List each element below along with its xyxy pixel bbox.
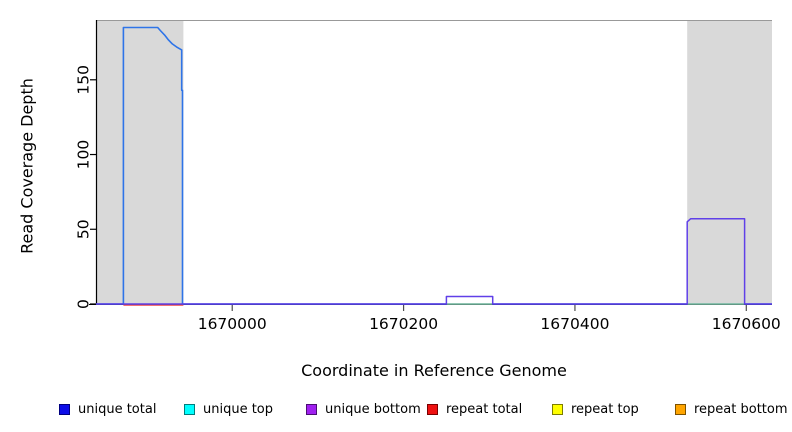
y-tick-label: 150 xyxy=(75,65,93,95)
legend-swatch-icon xyxy=(675,403,686,415)
legend-item-unique-bottom: unique bottom xyxy=(306,401,421,417)
x-tick-label: 1670400 xyxy=(540,315,609,333)
legend: unique total unique top unique bottom repea… xyxy=(0,401,792,421)
series-unique-bottom xyxy=(96,218,772,305)
legend-item-repeat-bottom: repeat bottom xyxy=(675,401,788,417)
legend-swatch-icon xyxy=(552,403,563,415)
legend-swatch-icon xyxy=(306,403,317,415)
legend-label: repeat bottom xyxy=(694,401,788,417)
legend-item-unique-top: unique top xyxy=(184,401,273,417)
y-tick-label: 50 xyxy=(75,219,93,239)
legend-item-unique-total: unique total xyxy=(59,401,156,417)
legend-swatch-icon xyxy=(427,403,438,415)
x-tick-label: 1670000 xyxy=(198,315,267,333)
legend-item-repeat-total: repeat total xyxy=(427,401,522,417)
legend-label: unique bottom xyxy=(325,401,421,417)
shaded-region-right xyxy=(687,21,772,304)
legend-swatch-icon xyxy=(184,403,195,415)
y-tick-label: 100 xyxy=(75,140,93,170)
legend-item-repeat-top: repeat top xyxy=(552,401,639,417)
legend-label: repeat total xyxy=(446,401,523,417)
x-tick-label: 1670200 xyxy=(369,315,438,333)
y-tick-label: 0 xyxy=(75,299,93,309)
series-unique-total xyxy=(96,26,772,305)
legend-label: unique top xyxy=(203,401,274,417)
legend-swatch-icon xyxy=(59,403,70,415)
x-tick-label: 1670600 xyxy=(712,315,781,333)
legend-label: unique total xyxy=(78,401,157,417)
x-axis-title: Coordinate in Reference Genome xyxy=(301,361,567,380)
legend-label: repeat top xyxy=(571,401,639,417)
shaded-region-left xyxy=(96,21,184,304)
